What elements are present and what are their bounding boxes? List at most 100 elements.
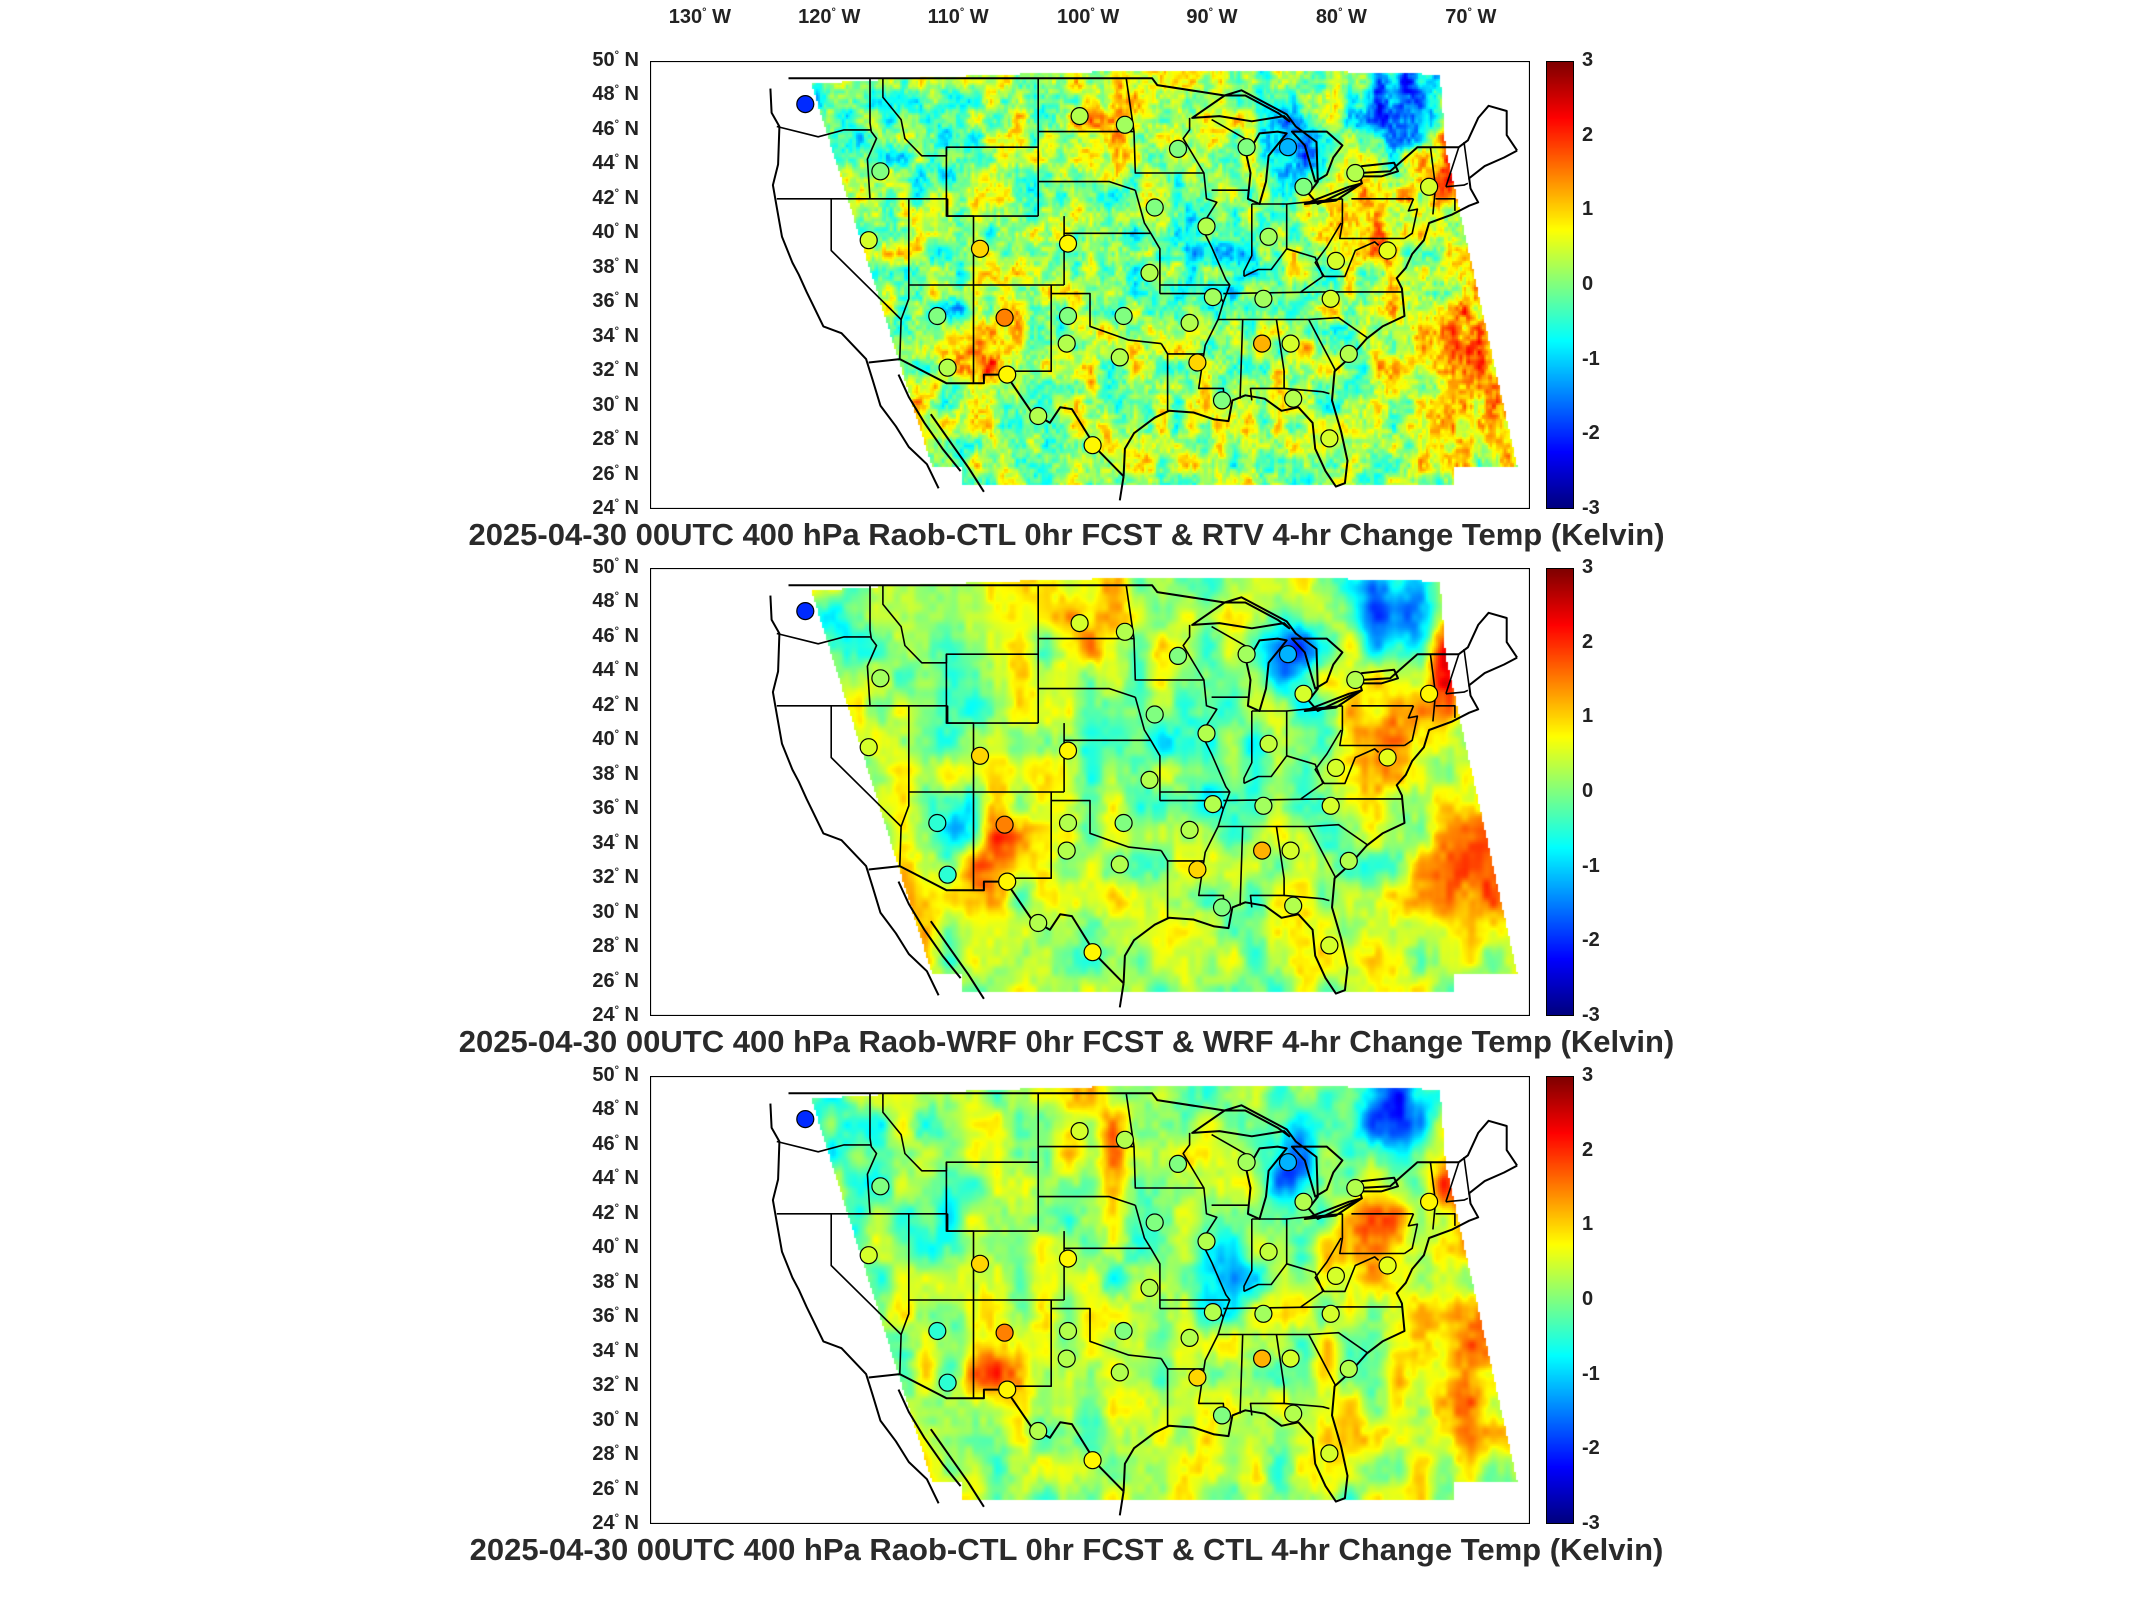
raob-station-marker xyxy=(1029,1421,1048,1441)
longitude-tick-label: 130° W xyxy=(668,6,731,28)
raob-station-marker xyxy=(1237,645,1256,664)
raob-station-marker xyxy=(970,239,990,258)
colorbar-tick-label: 1 xyxy=(1582,1213,1594,1236)
raob-station-marker xyxy=(1320,1444,1339,1463)
colorbar-tick-label: -3 xyxy=(1582,1004,1600,1026)
state-boundary xyxy=(776,1140,872,1153)
coastline-boundary xyxy=(1118,476,1125,501)
colorbar-tick-label: -1 xyxy=(1582,854,1600,877)
state-boundary xyxy=(899,198,910,360)
raob-station-marker xyxy=(1278,645,1298,664)
raob-station-marker xyxy=(1320,936,1339,955)
state-boundary xyxy=(1125,585,1204,681)
latitude-tick-label: 44° N xyxy=(592,659,639,682)
raob-station-marker xyxy=(1212,1406,1232,1425)
temperature-field-map xyxy=(650,1076,1530,1524)
latitude-tick-label: 50° N xyxy=(592,49,639,71)
latitude-tick-label: 50° N xyxy=(592,556,639,578)
state-boundary xyxy=(1004,800,1052,879)
state-boundary xyxy=(1050,285,1162,345)
raob-station-marker xyxy=(1029,913,1048,933)
state-boundary xyxy=(1284,894,1330,902)
raob-station-marker xyxy=(1419,177,1439,196)
raob-station-marker xyxy=(1140,1278,1159,1297)
state-boundary xyxy=(1134,1204,1161,1309)
raob-station-marker xyxy=(1188,860,1207,879)
state-boundary xyxy=(1218,823,1369,847)
colorbar-tick-label: 3 xyxy=(1582,1064,1594,1086)
raob-station-marker xyxy=(1284,389,1303,408)
colorbar-tick-label: 3 xyxy=(1582,49,1594,71)
latitude-tick-label: 24° N xyxy=(592,1512,639,1534)
state-boundary xyxy=(1243,204,1253,277)
raob-station-marker xyxy=(1321,796,1340,815)
raob-station-marker xyxy=(1168,646,1188,666)
map-overlay xyxy=(650,61,1530,509)
state-boundary xyxy=(866,1093,878,1214)
great-lake-outline xyxy=(1245,130,1288,205)
latitude-tick-label: 48° N xyxy=(592,1098,639,1121)
state-boundary xyxy=(866,585,878,706)
map-overlay xyxy=(650,1076,1530,1524)
coastline-boundary xyxy=(868,865,1125,985)
latitude-tick-label: 46° N xyxy=(592,1132,639,1155)
colorbar-tick-label: 0 xyxy=(1582,1288,1594,1310)
panel-title: 2025-04-30 00UTC 400 hPa Raob-WRF 0hr FC… xyxy=(458,1024,1675,1059)
coastline-boundary xyxy=(769,1103,940,1504)
colorbar-tick-label: -2 xyxy=(1582,1437,1600,1460)
raob-station-marker xyxy=(998,1380,1017,1399)
colorbar-tick-label: 0 xyxy=(1582,780,1594,802)
raob-station-marker xyxy=(1254,796,1273,815)
raob-station-marker xyxy=(995,308,1014,327)
state-boundary xyxy=(1125,78,1204,174)
raob-station-marker xyxy=(1083,1451,1102,1470)
state-boundary xyxy=(1243,711,1253,784)
latitude-tick-label: 30° N xyxy=(592,1408,639,1431)
latitude-tick-label: 28° N xyxy=(592,1443,639,1466)
map-frame xyxy=(650,61,1530,509)
raob-station-marker xyxy=(1294,684,1313,703)
colorbar-tick-label: -3 xyxy=(1582,497,1600,519)
longitude-tick-label: 110° W xyxy=(927,6,989,28)
coastline-boundary xyxy=(929,1428,985,1508)
raob-station-marker xyxy=(1110,855,1129,874)
state-boundary xyxy=(1314,222,1380,278)
map-overlay xyxy=(650,568,1530,1016)
raob-station-marker xyxy=(1180,1328,1199,1347)
latitude-tick-label: 40° N xyxy=(592,1236,639,1259)
colorbar xyxy=(1546,1076,1574,1524)
raob-station-marker xyxy=(859,231,878,250)
raob-station-marker xyxy=(1188,353,1207,372)
raob-station-marker xyxy=(998,872,1017,891)
state-boundary xyxy=(1223,798,1402,802)
raob-station-marker xyxy=(1070,106,1089,126)
state-boundary xyxy=(1182,117,1231,355)
raob-station-marker xyxy=(1284,1404,1303,1423)
raob-station-marker xyxy=(1168,139,1188,159)
state-boundary xyxy=(1243,1219,1253,1292)
raob-station-marker xyxy=(1114,813,1133,833)
latitude-tick-label: 46° N xyxy=(592,624,639,647)
state-boundary xyxy=(1445,689,1469,695)
state-boundary xyxy=(945,147,1039,217)
great-lake-outline xyxy=(1303,1197,1363,1220)
latitude-tick-label: 48° N xyxy=(592,83,639,106)
map-frame xyxy=(650,1076,1530,1524)
colorbar-tick-label: 2 xyxy=(1582,1138,1594,1161)
state-boundary xyxy=(1218,1331,1369,1355)
raob-station-marker xyxy=(1321,289,1340,308)
state-boundary xyxy=(1314,729,1380,785)
state-boundary xyxy=(866,78,878,199)
latitude-tick-label: 34° N xyxy=(592,1339,639,1362)
latitude-tick-label: 34° N xyxy=(592,831,639,854)
colorbar-tick-label: -1 xyxy=(1582,1362,1600,1385)
latitude-tick-label: 26° N xyxy=(592,462,639,485)
latitude-tick-label: 36° N xyxy=(592,797,639,820)
state-boundary xyxy=(1284,387,1330,395)
state-boundary xyxy=(1223,291,1402,295)
state-boundary xyxy=(1307,826,1337,879)
great-lake-outline xyxy=(1303,689,1363,712)
raob-station-marker xyxy=(928,813,947,833)
coastline-boundary xyxy=(769,595,940,996)
raob-station-marker xyxy=(1294,1192,1313,1211)
